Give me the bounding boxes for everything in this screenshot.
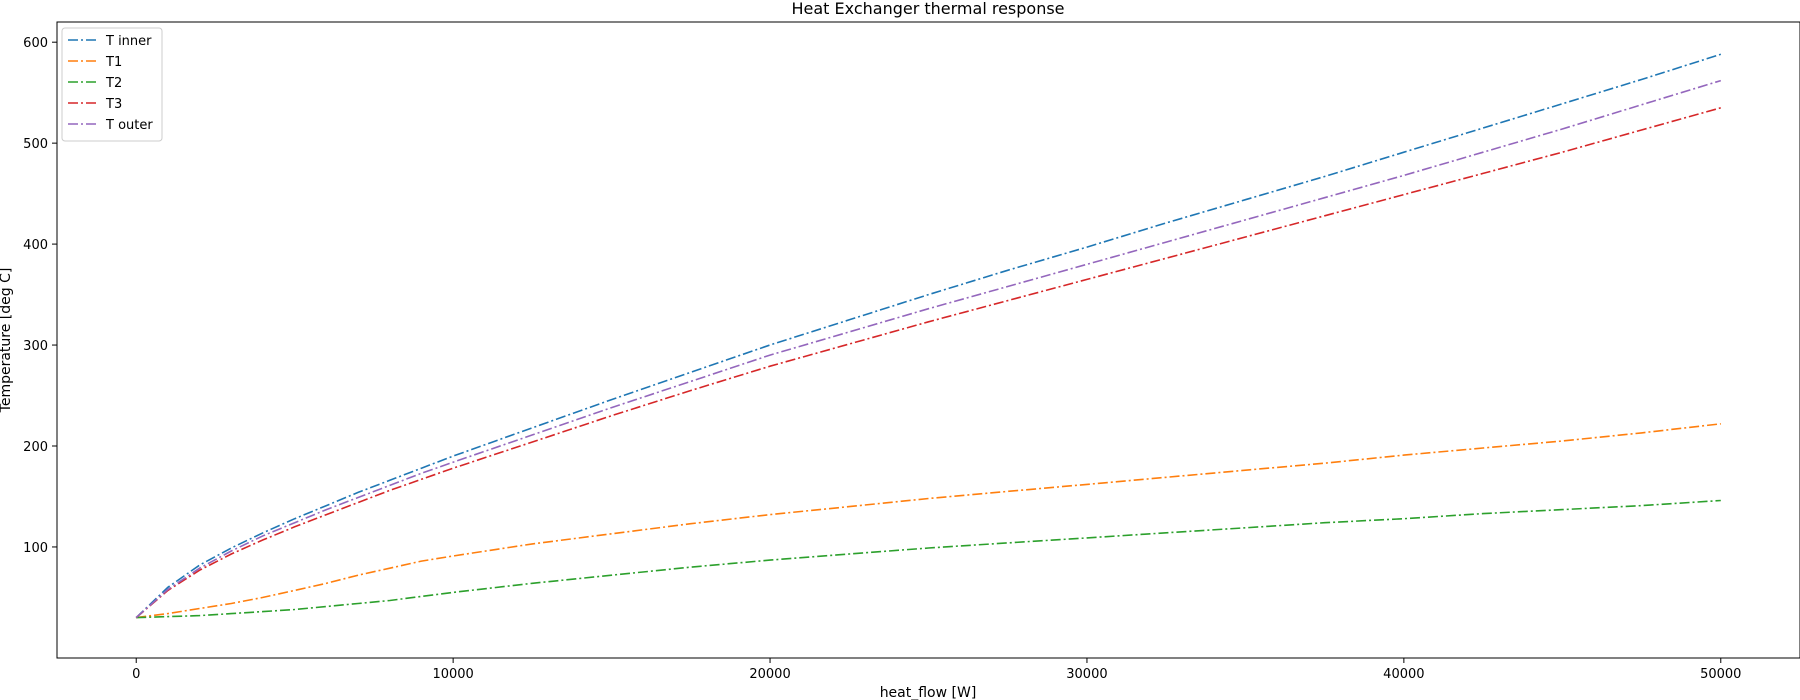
- y-tick-label: 300: [23, 339, 48, 354]
- y-axis-label: Temperature [deg C]: [0, 268, 14, 414]
- series-line-t2: [136, 499, 1721, 619]
- x-tick-label: 20000: [749, 667, 790, 682]
- plot-area: [56, 21, 1800, 659]
- series-line-t1: [136, 423, 1721, 619]
- y-tick-label: 600: [23, 36, 48, 51]
- x-tick-label: 10000: [432, 667, 473, 682]
- legend: T inner T1 T2 T3 T outer: [61, 27, 163, 142]
- series-line-t-outer: [135, 79, 1722, 619]
- legend-label: T outer: [105, 118, 153, 133]
- x-axis-label: heat_flow [W]: [880, 685, 977, 700]
- x-axis: 0 10000 20000 30000 40000 50000: [132, 658, 1741, 682]
- y-tick-label: 400: [23, 238, 48, 253]
- legend-label: T inner: [105, 34, 152, 49]
- legend-label: T1: [105, 55, 122, 70]
- legend-label: T2: [105, 76, 122, 91]
- x-tick-label: 0: [132, 667, 140, 682]
- x-tick-label: 50000: [1700, 667, 1741, 682]
- series-line-t-inner: [135, 53, 1722, 619]
- legend-box: [61, 27, 163, 142]
- y-tick-label: 200: [23, 440, 48, 455]
- x-tick-label: 40000: [1383, 667, 1424, 682]
- legend-label: T3: [105, 97, 122, 112]
- y-axis: 100 200 300 400 500 600: [23, 36, 57, 556]
- y-tick-label: 100: [23, 541, 48, 556]
- series-line-t3: [135, 107, 1722, 619]
- series-lines: [135, 53, 1722, 619]
- chart-title: Heat Exchanger thermal response: [791, 0, 1064, 18]
- x-tick-label: 30000: [1066, 667, 1107, 682]
- y-tick-label: 500: [23, 137, 48, 152]
